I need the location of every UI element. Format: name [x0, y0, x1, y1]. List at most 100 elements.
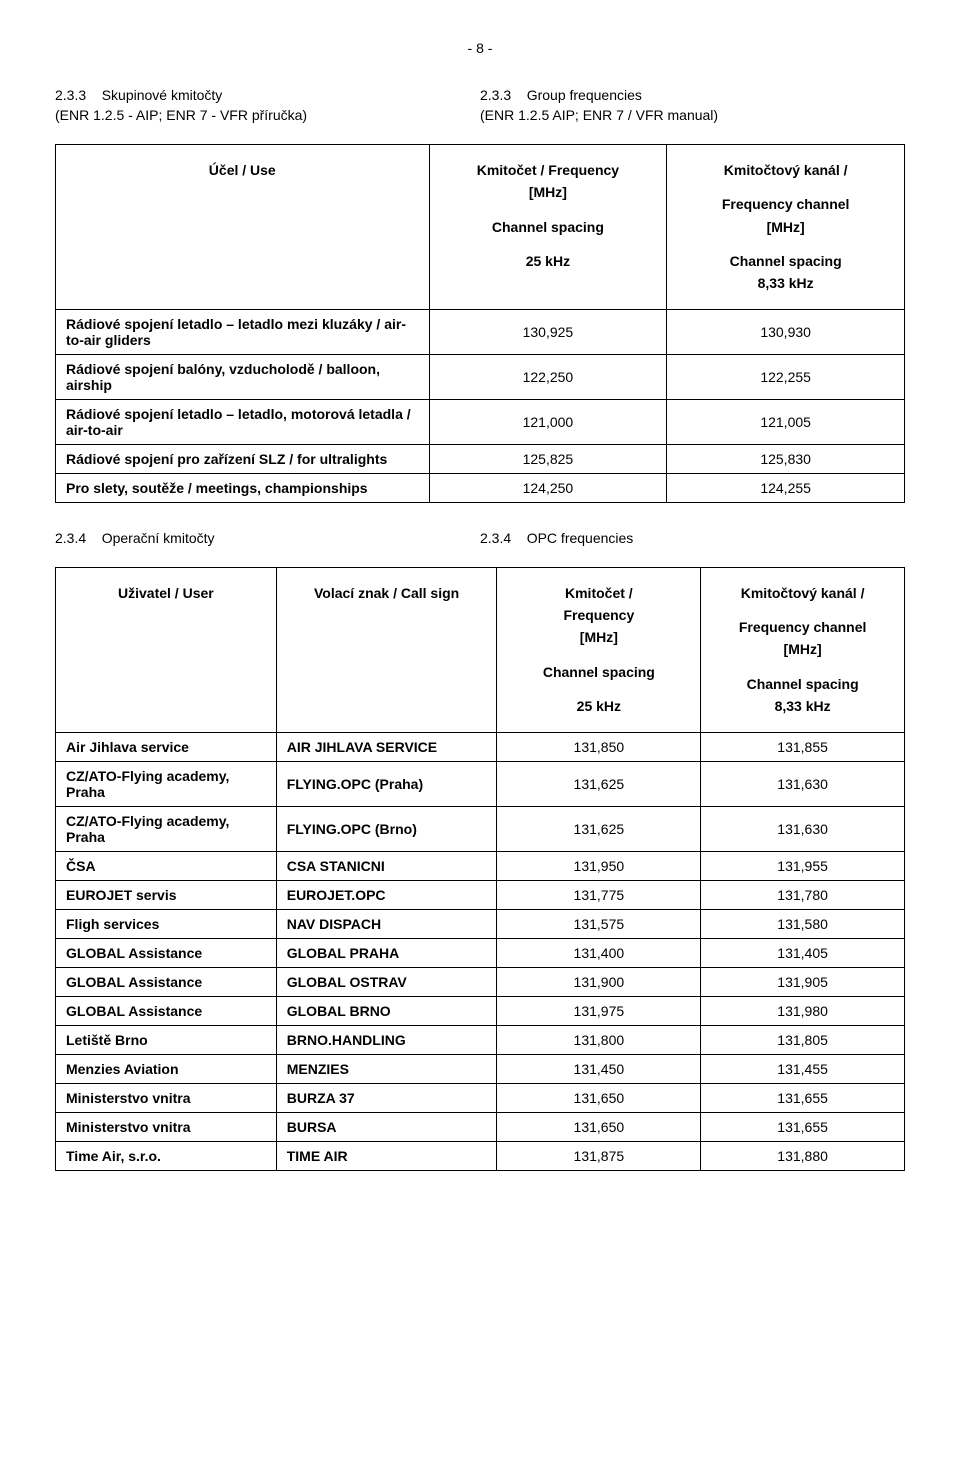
cell-freq: 131,625 — [497, 806, 701, 851]
t1-head-use: Účel / Use — [56, 144, 430, 309]
t1-head-freq: Kmitočet / Frequency [MHz] Channel spaci… — [429, 144, 667, 309]
cell-freq: 131,650 — [497, 1112, 701, 1141]
sec233-right-sub: (ENR 1.2.5 AIP; ENR 7 / VFR manual) — [480, 106, 905, 125]
cell-channel: 131,780 — [701, 880, 905, 909]
table-row: Rádiové spojení letadlo – letadlo mezi k… — [56, 309, 905, 354]
group-frequencies-table: Účel / Use Kmitočet / Frequency [MHz] Ch… — [55, 144, 905, 503]
cell-channel: 131,980 — [701, 996, 905, 1025]
cell-freq: 131,450 — [497, 1054, 701, 1083]
cell-channel: 131,405 — [701, 938, 905, 967]
cell-user: Fligh services — [56, 909, 277, 938]
cell-channel: 131,655 — [701, 1112, 905, 1141]
cell-callsign: GLOBAL PRAHA — [276, 938, 497, 967]
table-row: Pro slety, soutěže / meetings, champions… — [56, 473, 905, 502]
sec234-left-num: 2.3.4 — [55, 530, 86, 546]
table-row: CZ/ATO-Flying academy, PrahaFLYING.OPC (… — [56, 761, 905, 806]
table-row: Rádiové spojení pro zařízení SLZ / for u… — [56, 444, 905, 473]
cell-channel: 131,655 — [701, 1083, 905, 1112]
cell-freq: 131,775 — [497, 880, 701, 909]
cell-callsign: GLOBAL BRNO — [276, 996, 497, 1025]
cell-callsign: AIR JIHLAVA SERVICE — [276, 732, 497, 761]
table-row: Menzies AviationMENZIES131,450131,455 — [56, 1054, 905, 1083]
cell-user: CZ/ATO-Flying academy, Praha — [56, 806, 277, 851]
sec233-right-title: Group frequencies — [527, 87, 642, 103]
cell-callsign: GLOBAL OSTRAV — [276, 967, 497, 996]
cell-user: ČSA — [56, 851, 277, 880]
cell-freq: 121,000 — [429, 399, 667, 444]
cell-channel: 131,905 — [701, 967, 905, 996]
t2-head-callsign: Volací znak / Call sign — [276, 567, 497, 732]
t2-head-user: Uživatel / User — [56, 567, 277, 732]
cell-freq: 122,250 — [429, 354, 667, 399]
cell-freq: 124,250 — [429, 473, 667, 502]
cell-user: EUROJET servis — [56, 880, 277, 909]
table-row: ČSACSA STANICNI131,950131,955 — [56, 851, 905, 880]
cell-callsign: BURSA — [276, 1112, 497, 1141]
cell-user: GLOBAL Assistance — [56, 967, 277, 996]
cell-freq: 131,950 — [497, 851, 701, 880]
cell-callsign: FLYING.OPC (Brno) — [276, 806, 497, 851]
cell-user: Air Jihlava service — [56, 732, 277, 761]
table-row: CZ/ATO-Flying academy, PrahaFLYING.OPC (… — [56, 806, 905, 851]
cell-freq: 131,900 — [497, 967, 701, 996]
cell-channel: 131,880 — [701, 1141, 905, 1170]
cell-user: GLOBAL Assistance — [56, 938, 277, 967]
cell-callsign: NAV DISPACH — [276, 909, 497, 938]
cell-user: Menzies Aviation — [56, 1054, 277, 1083]
cell-user: Ministerstvo vnitra — [56, 1083, 277, 1112]
table-row: Ministerstvo vnitraBURZA 37131,650131,65… — [56, 1083, 905, 1112]
cell-user: Time Air, s.r.o. — [56, 1141, 277, 1170]
cell-use: Pro slety, soutěže / meetings, champions… — [56, 473, 430, 502]
table-row: Letiště BrnoBRNO.HANDLING131,800131,805 — [56, 1025, 905, 1054]
sec234-right-title: OPC frequencies — [527, 530, 634, 546]
cell-channel: 131,455 — [701, 1054, 905, 1083]
sec234-left-title: Operační kmitočty — [102, 530, 215, 546]
table-row: Fligh servicesNAV DISPACH131,575131,580 — [56, 909, 905, 938]
table-row: GLOBAL AssistanceGLOBAL PRAHA131,400131,… — [56, 938, 905, 967]
cell-freq: 131,800 — [497, 1025, 701, 1054]
section-234-heading: 2.3.4 Operační kmitočty 2.3.4 OPC freque… — [55, 529, 905, 549]
cell-channel: 131,580 — [701, 909, 905, 938]
table-row: Rádiové spojení balóny, vzducholodě / ba… — [56, 354, 905, 399]
cell-use: Rádiové spojení letadlo – letadlo, motor… — [56, 399, 430, 444]
cell-use: Rádiové spojení letadlo – letadlo mezi k… — [56, 309, 430, 354]
cell-user: Ministerstvo vnitra — [56, 1112, 277, 1141]
cell-freq: 131,850 — [497, 732, 701, 761]
cell-freq: 131,875 — [497, 1141, 701, 1170]
cell-freq: 131,650 — [497, 1083, 701, 1112]
cell-channel: 125,830 — [667, 444, 905, 473]
cell-channel: 131,855 — [701, 732, 905, 761]
sec233-left-title: Skupinové kmitočty — [102, 87, 223, 103]
table-row: EUROJET servisEUROJET.OPC131,775131,780 — [56, 880, 905, 909]
cell-channel: 131,630 — [701, 806, 905, 851]
sec233-left-num: 2.3.3 — [55, 87, 86, 103]
cell-channel: 121,005 — [667, 399, 905, 444]
cell-callsign: BRNO.HANDLING — [276, 1025, 497, 1054]
page-number: - 8 - — [55, 40, 905, 56]
table-row: Rádiové spojení letadlo – letadlo, motor… — [56, 399, 905, 444]
t1-head-channel: Kmitočtový kanál / Frequency channel [MH… — [667, 144, 905, 309]
sec234-right-num: 2.3.4 — [480, 530, 511, 546]
section-233-heading: 2.3.3 Skupinové kmitočty (ENR 1.2.5 - AI… — [55, 86, 905, 126]
cell-callsign: TIME AIR — [276, 1141, 497, 1170]
cell-channel: 131,805 — [701, 1025, 905, 1054]
cell-user: GLOBAL Assistance — [56, 996, 277, 1025]
cell-channel: 122,255 — [667, 354, 905, 399]
table-row: GLOBAL AssistanceGLOBAL BRNO131,975131,9… — [56, 996, 905, 1025]
cell-callsign: FLYING.OPC (Praha) — [276, 761, 497, 806]
cell-user: CZ/ATO-Flying academy, Praha — [56, 761, 277, 806]
cell-channel: 131,630 — [701, 761, 905, 806]
opc-frequencies-table: Uživatel / User Volací znak / Call sign … — [55, 567, 905, 1171]
table-row: Air Jihlava serviceAIR JIHLAVA SERVICE13… — [56, 732, 905, 761]
cell-callsign: BURZA 37 — [276, 1083, 497, 1112]
cell-freq: 130,925 — [429, 309, 667, 354]
t2-head-freq: Kmitočet / Frequency [MHz] Channel spaci… — [497, 567, 701, 732]
cell-channel: 124,255 — [667, 473, 905, 502]
table-row: GLOBAL AssistanceGLOBAL OSTRAV131,900131… — [56, 967, 905, 996]
cell-callsign: CSA STANICNI — [276, 851, 497, 880]
table-row: Time Air, s.r.o.TIME AIR131,875131,880 — [56, 1141, 905, 1170]
cell-freq: 131,400 — [497, 938, 701, 967]
sec233-left-sub: (ENR 1.2.5 - AIP; ENR 7 - VFR příručka) — [55, 106, 480, 125]
cell-freq: 131,625 — [497, 761, 701, 806]
cell-user: Letiště Brno — [56, 1025, 277, 1054]
